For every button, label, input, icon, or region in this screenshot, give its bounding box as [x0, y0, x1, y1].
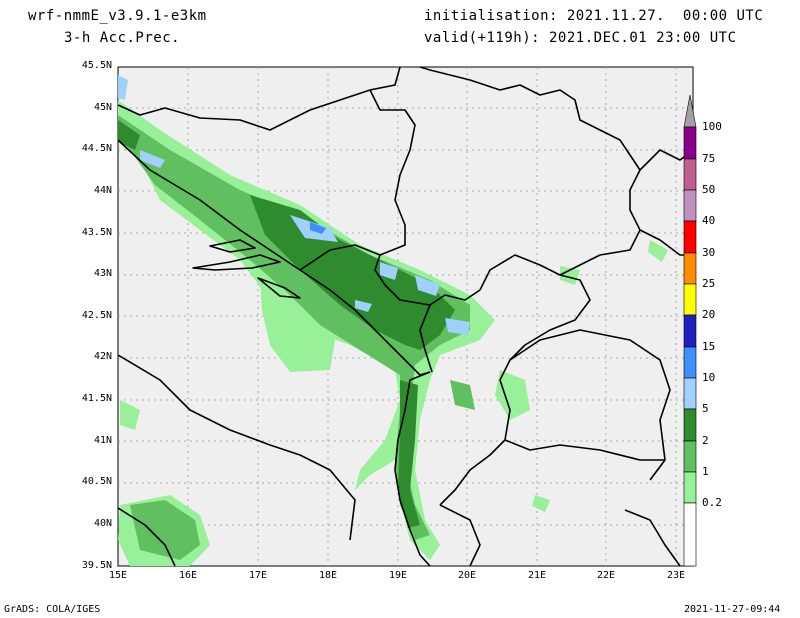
- precip-moderate: [118, 115, 475, 560]
- colorbar: [683, 94, 697, 567]
- lat-tick: 45N: [93, 102, 112, 113]
- footer-timestamp: 2021-11-27-09:44: [684, 604, 781, 615]
- lat-tick: 42N: [93, 351, 112, 362]
- colorbar-label: 50: [702, 183, 716, 196]
- lat-tick: 44.5N: [81, 143, 112, 154]
- init-time: initialisation: 2021.11.27. 00:00 UTC: [424, 8, 764, 24]
- colorbar-label: 2: [702, 434, 709, 447]
- lon-tick: 18E: [318, 570, 338, 581]
- lon-tick: 17E: [248, 570, 268, 581]
- lat-tick: 45.5N: [81, 60, 112, 71]
- colorbar-label: 40: [702, 214, 716, 227]
- lat-tick: 43N: [93, 268, 112, 279]
- lat-tick: 44N: [93, 185, 112, 196]
- valid-time: valid(+119h): 2021.DEC.01 23:00 UTC: [424, 30, 737, 46]
- lat-tick: 40.5N: [81, 476, 112, 487]
- lat-tick: 41N: [93, 435, 112, 446]
- lat-tick: 40N: [93, 518, 112, 529]
- colorbar-label: 25: [702, 277, 716, 290]
- lon-tick: 15E: [108, 570, 128, 581]
- colorbar-label: 1: [702, 465, 709, 478]
- lon-tick: 22E: [596, 570, 616, 581]
- colorbar-label: 15: [702, 340, 716, 353]
- lat-tick: 43.5N: [81, 227, 112, 238]
- field-title: 3-h Acc.Prec.: [64, 30, 181, 46]
- colorbar-label: 5: [702, 402, 709, 415]
- model-title: wrf-nmmE_v3.9.1-e3km: [28, 8, 207, 24]
- colorbar-label: 0.2: [702, 496, 722, 509]
- footer-credit: GrADS: COLA/IGES: [4, 604, 101, 615]
- colorbar-label: 100: [702, 120, 722, 133]
- lat-tick: 42.5N: [81, 310, 112, 321]
- lon-tick: 16E: [178, 570, 198, 581]
- colorbar-label: 20: [702, 308, 716, 321]
- lon-tick: 21E: [527, 570, 547, 581]
- precip-very-intense: [310, 222, 326, 234]
- lat-tick: 41.5N: [81, 393, 112, 404]
- lat-tick: 39.5N: [81, 560, 112, 571]
- lon-tick: 20E: [457, 570, 477, 581]
- country-borders: [117, 66, 694, 567]
- lon-tick: 23E: [666, 570, 686, 581]
- colorbar-label: 10: [702, 371, 716, 384]
- colorbar-label: 75: [702, 152, 716, 165]
- colorbar-label: 30: [702, 246, 716, 259]
- lon-tick: 19E: [388, 570, 408, 581]
